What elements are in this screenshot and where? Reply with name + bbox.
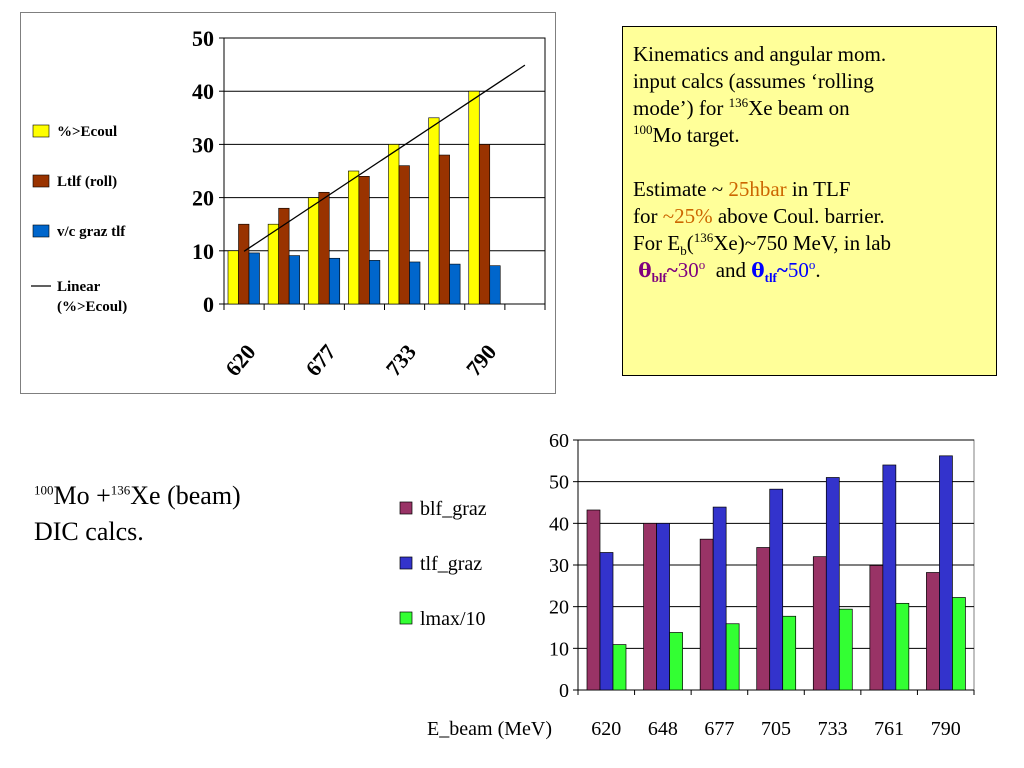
legend-label: (%>Ecoul) (57, 299, 127, 315)
bar (358, 176, 370, 305)
bar (599, 552, 614, 691)
bar (656, 522, 670, 691)
legend-swatch (32, 224, 50, 238)
trendline (243, 64, 526, 252)
chart2: 0 10 20 30 40 50 60 620 648 677 705 733 761 790 E_beam… (399, 430, 975, 740)
y-tick-label: 20 (192, 186, 214, 211)
bar (348, 170, 360, 305)
legend-label: blf_graz (420, 498, 487, 520)
bar (725, 623, 740, 691)
info-line-7: For Eb(136Xe)~750 MeV, in lab (633, 230, 892, 259)
info-line-4: 100Mo target. (633, 122, 740, 147)
info-line-1: Kinematics and angular mom. (633, 42, 887, 66)
calc-title-line-2: DIC calcs. (34, 517, 144, 546)
bar (248, 252, 260, 305)
bar (926, 572, 940, 691)
bar (288, 255, 300, 305)
bar (438, 154, 450, 305)
legend-swatch (399, 556, 413, 570)
y-tick-label: 40 (549, 513, 569, 535)
y-tick-label: 10 (192, 239, 214, 264)
bar (838, 608, 853, 691)
bar (643, 522, 657, 691)
chart1: 0 10 20 30 40 50 620 677 733 790 %>Ecoul Ltlf (roll… (31, 26, 546, 381)
x-tick-label: 677 (300, 340, 340, 381)
y-tick-label: 30 (549, 555, 569, 577)
chart1-frame: 0 10 20 30 40 50 620 677 733 790 %>Ecoul Ltlf (roll… (20, 12, 556, 394)
y-tick-label: 50 (549, 472, 569, 494)
bar (227, 250, 239, 305)
info-line-5: Estimate ~ 25hbar in TLF (633, 177, 851, 201)
bar (307, 197, 320, 305)
x-tick-label: 705 (761, 718, 791, 740)
info-line-6: for ~25% above Coul. barrier. (633, 204, 885, 228)
legend-label: Linear (57, 279, 101, 295)
x-tick-label: 790 (931, 718, 961, 740)
y-tick-label: 50 (192, 26, 214, 51)
bar (669, 632, 683, 691)
info-line-2: input calcs (assumes ‘rolling (633, 69, 874, 93)
bar (369, 260, 381, 305)
calc-title: 100Mo +136Xe (beam) DIC calcs. (34, 478, 241, 550)
bar (699, 538, 714, 691)
bar (388, 144, 400, 305)
bar (939, 455, 953, 691)
x-axis-label: E_beam (MeV) (427, 718, 552, 740)
bar (478, 144, 491, 305)
bar (449, 263, 461, 305)
info-line-8: θblf~30o and θtlf~50o. (638, 257, 821, 286)
y-tick-label: 40 (192, 79, 214, 104)
bar (398, 165, 410, 305)
x-tick-label: 733 (381, 340, 421, 381)
x-tick-label: 620 (591, 718, 621, 740)
y-tick-label: 10 (549, 638, 569, 660)
bar (769, 488, 784, 691)
x-tick-label: 648 (648, 718, 678, 740)
x-tick-label: 761 (874, 718, 904, 740)
legend-label: %>Ecoul (57, 124, 117, 140)
legend-swatch (399, 501, 413, 515)
bar (712, 506, 727, 691)
y-tick-label: 20 (549, 597, 569, 619)
x-tick-label: 620 (220, 340, 260, 381)
bar (238, 223, 250, 305)
legend-swatch (32, 174, 50, 188)
bar (952, 597, 966, 691)
info-line-3: mode’) for 136Xe beam on (633, 95, 850, 120)
bar (869, 565, 884, 691)
calc-title-line-1: 100Mo +136Xe (beam) (34, 481, 241, 510)
x-tick-label: 677 (704, 718, 734, 740)
bar (586, 509, 601, 691)
legend-label: tlf_graz (420, 553, 482, 575)
y-tick-label: 0 (559, 680, 569, 702)
legend-label: Ltlf (roll) (57, 174, 117, 190)
bar (468, 90, 480, 305)
x-tick-label: 790 (461, 340, 501, 381)
legend-label: v/c graz tlf (57, 224, 126, 240)
bar (895, 602, 910, 691)
bar (489, 265, 501, 305)
bar (782, 615, 797, 691)
bar (812, 556, 827, 691)
y-tick-label: 60 (549, 430, 569, 452)
bar (612, 644, 627, 691)
y-tick-label: 0 (203, 292, 214, 317)
legend-swatch (32, 124, 50, 138)
bar (328, 257, 341, 305)
legend-swatch (399, 611, 413, 625)
bar (428, 117, 440, 305)
bar (409, 261, 421, 305)
bar (882, 464, 897, 691)
info-box: Kinematics and angular mom. input calcs … (622, 26, 997, 376)
y-tick-label: 30 (192, 132, 214, 157)
bar (267, 223, 279, 305)
bar (318, 191, 330, 305)
x-tick-label: 733 (818, 718, 848, 740)
legend-label: lmax/10 (420, 608, 486, 630)
bar (756, 547, 771, 691)
bar (825, 477, 840, 691)
